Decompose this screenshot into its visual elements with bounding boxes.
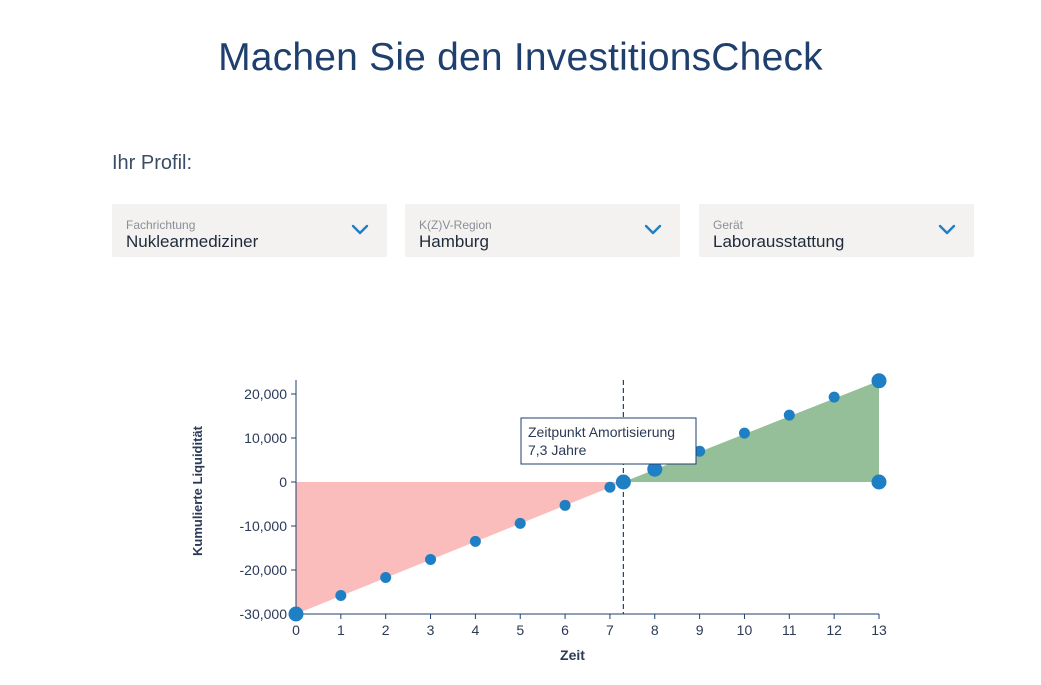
fachrichtung-dropdown[interactable]: Fachrichtung Nuklearmediziner [112, 204, 387, 257]
x-tick-label: 4 [471, 622, 479, 638]
x-tick-label: 5 [516, 622, 524, 638]
data-point [425, 553, 437, 565]
profile-label: Ihr Profil: [112, 152, 193, 174]
region-label: K(Z)V-Region [419, 218, 492, 232]
loss-area [296, 482, 624, 614]
chevron-down-icon[interactable] [644, 222, 662, 236]
region-value: Hamburg [419, 232, 489, 251]
chevron-down-icon[interactable] [938, 222, 956, 236]
data-point [783, 409, 795, 421]
y-tick-label: 0 [279, 474, 287, 490]
data-point [559, 499, 571, 511]
data-point [738, 427, 750, 439]
y-tick-label: -20,000 [240, 562, 288, 578]
x-tick-label: 0 [292, 622, 300, 638]
page-title: Machen Sie den InvestitionsCheck [218, 36, 823, 79]
fachrichtung-value: Nuklearmediziner [126, 232, 259, 251]
x-tick-label: 13 [871, 622, 887, 638]
data-point [871, 474, 887, 490]
region-dropdown[interactable]: K(Z)V-Region Hamburg [405, 204, 680, 257]
x-tick-label: 3 [427, 622, 435, 638]
x-axis-label: Zeit [560, 647, 585, 663]
x-tick-label: 7 [606, 622, 614, 638]
geraet-value: Laborausstattung [713, 232, 845, 251]
data-point [871, 373, 887, 389]
data-point [335, 590, 347, 602]
x-tick-label: 10 [737, 622, 753, 638]
x-tick-label: 6 [561, 622, 569, 638]
data-point [604, 481, 616, 493]
data-point [288, 606, 304, 622]
y-tick-label: 10,000 [244, 430, 287, 446]
data-point [694, 445, 706, 457]
x-tick-label: 2 [382, 622, 390, 638]
amortization-tooltip-title: Zeitpunkt Amortisierung [528, 424, 675, 440]
x-tick-label: 12 [826, 622, 842, 638]
data-point [615, 474, 631, 490]
y-tick-label: -30,000 [240, 606, 288, 622]
fachrichtung-label: Fachrichtung [126, 218, 196, 232]
data-point [828, 391, 840, 403]
x-tick-label: 8 [651, 622, 659, 638]
data-point [469, 535, 481, 547]
x-tick-label: 1 [337, 622, 345, 638]
x-tick-label: 11 [782, 622, 797, 638]
y-axis-label: Kumulierte Liquidität [190, 425, 205, 556]
y-tick-label: 20,000 [244, 386, 287, 402]
x-tick-label: 9 [696, 622, 704, 638]
amortization-tooltip [520, 417, 697, 465]
chevron-down-icon[interactable] [351, 222, 369, 236]
data-point [380, 571, 392, 583]
data-point [647, 461, 663, 477]
data-point [514, 517, 526, 529]
geraet-dropdown[interactable]: Gerät Laborausstattung [699, 204, 974, 257]
y-tick-label: -10,000 [240, 518, 288, 534]
geraet-label: Gerät [713, 218, 744, 232]
amortization-tooltip-value: 7,3 Jahre [528, 442, 587, 458]
profit-area [623, 380, 879, 482]
